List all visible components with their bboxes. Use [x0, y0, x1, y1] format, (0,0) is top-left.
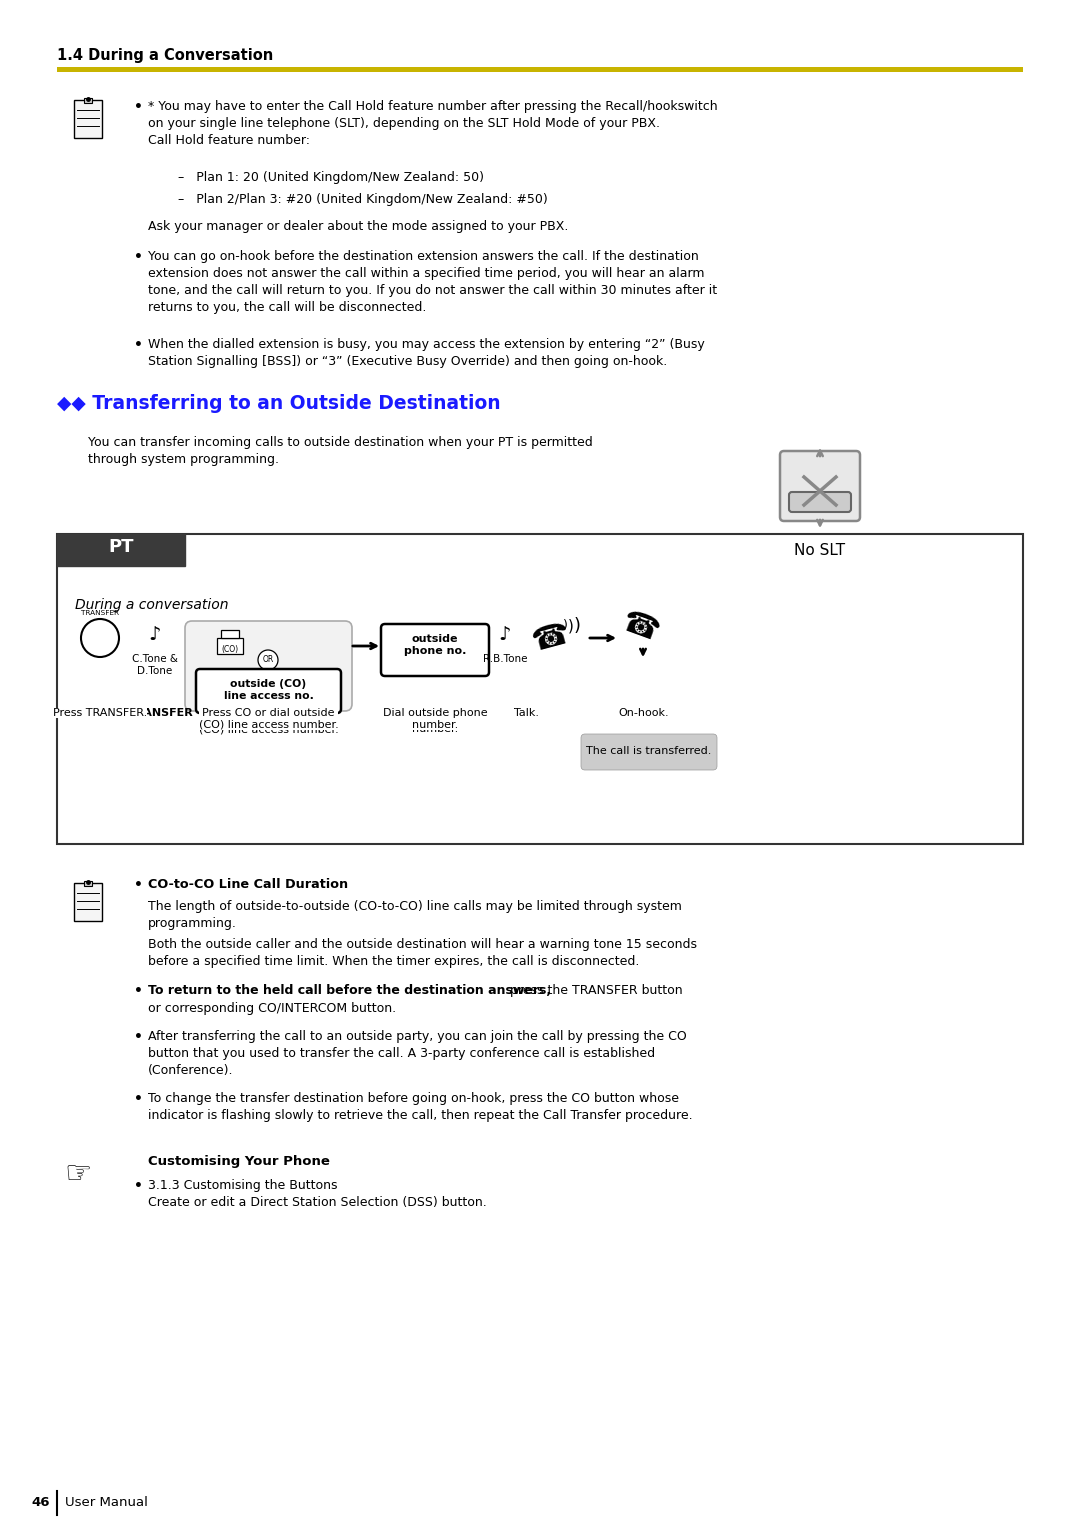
Bar: [84, 98, 92, 102]
Text: You can transfer incoming calls to outside destination when your PT is permitted: You can transfer incoming calls to outsi…: [87, 435, 593, 466]
Text: •: •: [134, 99, 143, 115]
Text: –   Plan 1: 20 (United Kingdom/New Zealand: 50): – Plan 1: 20 (United Kingdom/New Zealand…: [178, 171, 484, 183]
Circle shape: [258, 649, 278, 669]
Text: R.B.Tone: R.B.Tone: [483, 654, 527, 665]
Text: –   Plan 2/Plan 3: #20 (United Kingdom/New Zealand: #50): – Plan 2/Plan 3: #20 (United Kingdom/New…: [178, 193, 548, 206]
FancyBboxPatch shape: [57, 533, 185, 565]
Text: You can go on-hook before the destination extension answers the call. If the des: You can go on-hook before the destinatio…: [148, 251, 717, 313]
FancyBboxPatch shape: [381, 623, 489, 675]
Text: outside (CO)
line access no.: outside (CO) line access no.: [224, 678, 313, 701]
FancyBboxPatch shape: [75, 883, 102, 921]
Text: number.: number.: [411, 724, 458, 733]
Text: 1.4 During a Conversation: 1.4 During a Conversation: [57, 47, 273, 63]
Text: * You may have to enter the Call Hold feature number after pressing the Recall/h: * You may have to enter the Call Hold fe…: [148, 99, 717, 147]
Bar: [84, 882, 92, 886]
Text: ☞: ☞: [65, 1160, 92, 1189]
Text: Press CO or dial outside
(CO) line access number.: Press CO or dial outside (CO) line acces…: [199, 707, 338, 729]
FancyBboxPatch shape: [185, 620, 352, 711]
Text: (CO): (CO): [221, 645, 239, 654]
Text: ☎: ☎: [618, 608, 664, 648]
Text: Press: Press: [252, 707, 285, 718]
Text: ): ): [568, 619, 573, 634]
Text: (CO) line access number.: (CO) line access number.: [199, 724, 338, 733]
Text: •: •: [134, 1093, 143, 1106]
Text: ♪: ♪: [499, 625, 511, 643]
Text: •: •: [134, 251, 143, 264]
FancyBboxPatch shape: [789, 492, 851, 512]
FancyBboxPatch shape: [780, 451, 860, 521]
Text: TRANSFER: TRANSFER: [81, 610, 119, 616]
Text: Dial: Dial: [422, 707, 447, 718]
Text: Press TRANSFER.: Press TRANSFER.: [53, 707, 147, 718]
Text: ): ): [573, 617, 581, 636]
Text: •: •: [134, 1180, 143, 1193]
Text: ◆◆ Transferring to an Outside Destination: ◆◆ Transferring to an Outside Destinatio…: [57, 394, 501, 413]
Text: OR: OR: [262, 656, 273, 665]
FancyBboxPatch shape: [581, 733, 717, 770]
Text: After transferring the call to an outside party, you can join the call by pressi: After transferring the call to an outsid…: [148, 1030, 687, 1077]
Text: .: .: [178, 707, 181, 718]
Text: •: •: [134, 338, 143, 351]
Text: Talk.: Talk.: [514, 707, 540, 718]
Text: Press: Press: [100, 707, 133, 718]
Text: On-hook.: On-hook.: [619, 707, 670, 718]
Text: •: •: [134, 1030, 143, 1044]
Text: No SLT: No SLT: [795, 542, 846, 558]
Text: 3.1.3 Customising the Buttons
Create or edit a Direct Station Selection (DSS) bu: 3.1.3 Customising the Buttons Create or …: [148, 1180, 487, 1209]
Text: TRANSFER: TRANSFER: [129, 707, 193, 718]
Text: outside
phone no.: outside phone no.: [404, 634, 467, 656]
Text: To return to the held call before the destination answers,: To return to the held call before the de…: [148, 984, 551, 996]
FancyBboxPatch shape: [57, 533, 1023, 843]
Text: 46: 46: [31, 1496, 50, 1510]
Text: C.Tone &
D.Tone: C.Tone & D.Tone: [132, 654, 178, 675]
Circle shape: [81, 619, 119, 657]
Text: Both the outside caller and the outside destination will hear a warning tone 15 : Both the outside caller and the outside …: [148, 938, 697, 969]
Text: press the TRANSFER button: press the TRANSFER button: [507, 984, 683, 996]
FancyBboxPatch shape: [217, 639, 243, 654]
Text: •: •: [134, 879, 143, 892]
Text: CO-to-CO Line Call Duration: CO-to-CO Line Call Duration: [148, 879, 348, 891]
FancyBboxPatch shape: [75, 99, 102, 138]
Text: ): ): [563, 619, 567, 633]
FancyBboxPatch shape: [221, 630, 239, 639]
Text: •: •: [134, 984, 143, 998]
Text: On-hook.: On-hook.: [619, 707, 670, 718]
Text: User Manual: User Manual: [65, 1496, 148, 1510]
Text: or corresponding CO/INTERCOM button.: or corresponding CO/INTERCOM button.: [148, 1002, 396, 1015]
Text: ☎: ☎: [529, 619, 573, 657]
Text: When the dialled extension is busy, you may access the extension by entering “2”: When the dialled extension is busy, you …: [148, 338, 705, 368]
Text: The length of outside-to-outside (CO-to-CO) line calls may be limited through sy: The length of outside-to-outside (CO-to-…: [148, 900, 681, 931]
Text: Talk.: Talk.: [514, 707, 540, 718]
Text: Dial outside phone
number.: Dial outside phone number.: [382, 707, 487, 729]
Text: During a conversation: During a conversation: [75, 597, 229, 613]
Bar: [57, 67, 1023, 72]
Text: The call is transferred.: The call is transferred.: [586, 746, 712, 756]
Text: Customising Your Phone: Customising Your Phone: [148, 1155, 329, 1167]
Text: ♪: ♪: [149, 625, 161, 643]
Text: Ask your manager or dealer about the mode assigned to your PBX.: Ask your manager or dealer about the mod…: [148, 220, 568, 232]
Text: To change the transfer destination before going on-hook, press the CO button who: To change the transfer destination befor…: [148, 1093, 692, 1122]
Text: PT: PT: [108, 538, 134, 556]
FancyBboxPatch shape: [195, 669, 341, 714]
